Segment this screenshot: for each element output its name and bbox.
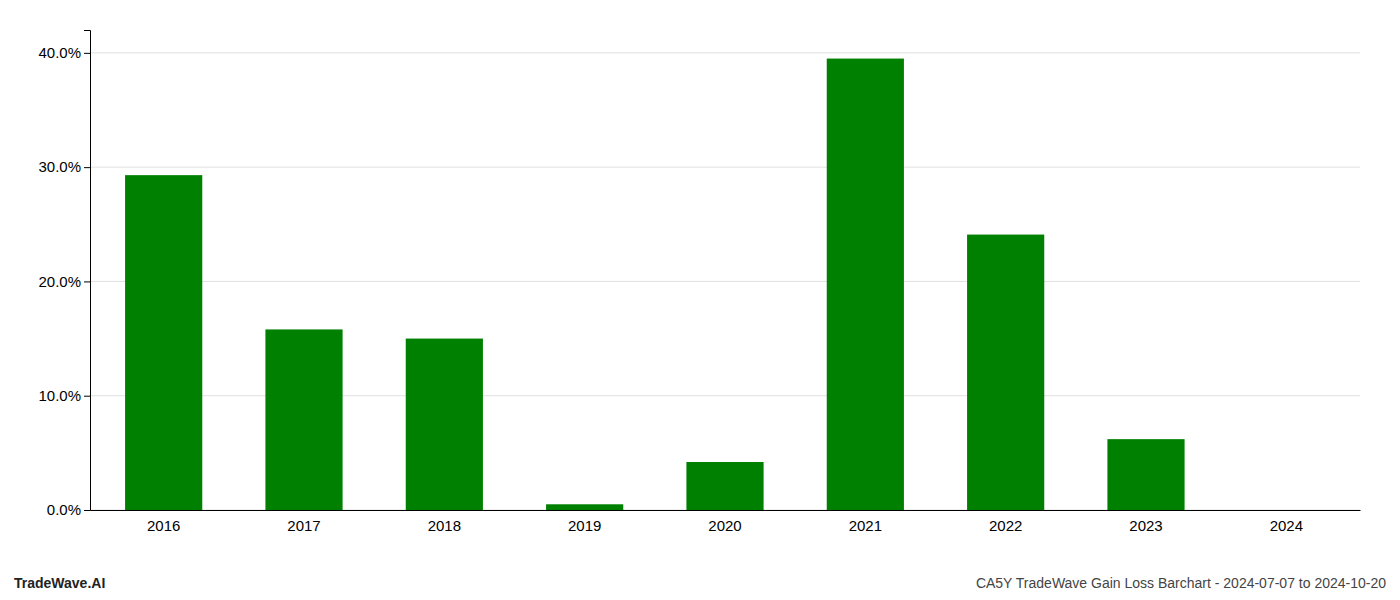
x-tick: 2020 (708, 517, 741, 534)
grid-line (90, 167, 1360, 168)
footer-left: TradeWave.AI (14, 575, 105, 591)
bar (686, 462, 763, 510)
bar (1107, 439, 1184, 510)
x-tick: 2024 (1270, 517, 1303, 534)
grid-line (90, 281, 1360, 282)
bar (406, 339, 483, 510)
y-tick-mark (84, 281, 90, 282)
y-tick-mark (84, 396, 90, 397)
bar (1248, 510, 1325, 511)
y-tick-mark (84, 510, 90, 511)
y-tick-label: 40.0% (38, 44, 81, 61)
bar (125, 175, 202, 510)
y-tick: 30.0% (38, 158, 90, 175)
x-tick-label: 2018 (428, 517, 461, 534)
y-tick-label: 0.0% (47, 501, 81, 518)
x-tick-label: 2022 (989, 517, 1022, 534)
bar (967, 235, 1044, 510)
y-tick-label: 30.0% (38, 158, 81, 175)
y-axis-line (84, 31, 91, 511)
x-tick-label: 2019 (568, 517, 601, 534)
x-tick: 2021 (849, 517, 882, 534)
footer-right: CA5Y TradeWave Gain Loss Barchart - 2024… (976, 575, 1386, 591)
x-tick-label: 2021 (849, 517, 882, 534)
x-tick: 2016 (147, 517, 180, 534)
x-tick: 2019 (568, 517, 601, 534)
y-axis: 0.0% 10.0% 20.0% 30.0% 40.0% (38, 31, 90, 519)
y-tick: 40.0% (38, 44, 90, 61)
bar (546, 504, 623, 510)
x-tick-label: 2023 (1129, 517, 1162, 534)
x-tick: 2022 (989, 517, 1022, 534)
y-tick-label: 10.0% (38, 387, 81, 404)
bar (265, 329, 342, 510)
x-tick: 2018 (428, 517, 461, 534)
x-axis-line (91, 510, 1361, 511)
bar (827, 59, 904, 510)
y-tick: 0.0% (47, 501, 90, 518)
y-tick: 10.0% (38, 387, 90, 404)
y-tick-mark (84, 167, 90, 168)
grid (90, 53, 1360, 510)
x-tick: 2017 (287, 517, 320, 534)
y-tick: 20.0% (38, 273, 90, 290)
x-tick: 2023 (1129, 517, 1162, 534)
bars (125, 59, 1185, 510)
grid-line (90, 52, 1360, 53)
x-tick-label: 2017 (287, 517, 320, 534)
y-tick-label: 20.0% (38, 273, 81, 290)
x-tick-label: 2020 (708, 517, 741, 534)
chart: 0.0% 10.0% 20.0% 30.0% 40.0% 2016 2017 2018 2019… (0, 0, 1400, 600)
y-tick-mark (84, 53, 90, 54)
x-tick-label: 2024 (1270, 517, 1303, 534)
x-tick-label: 2016 (147, 517, 180, 534)
x-axis: 2016 2017 2018 2019 2020 2021 2022 2023 2024 (91, 511, 1361, 534)
